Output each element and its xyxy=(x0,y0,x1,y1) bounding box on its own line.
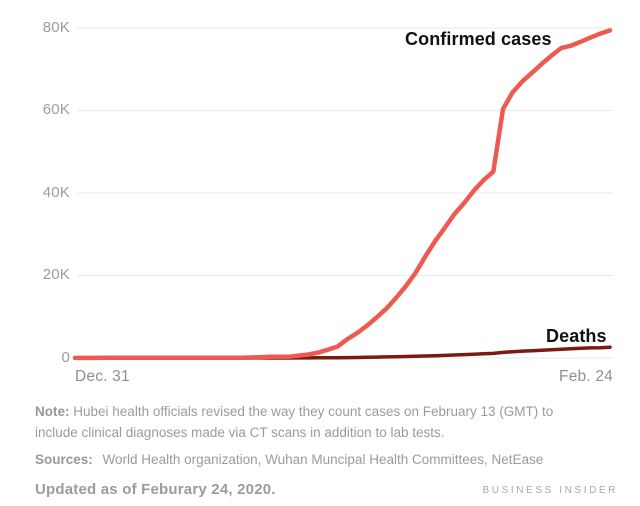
deaths-series-label: Deaths xyxy=(546,326,607,346)
x-tick-dec-31: Dec. 31 xyxy=(75,368,130,385)
x-tick-feb-24: Feb. 24 xyxy=(559,368,613,385)
note-text: Note: Hubei health officials revised the… xyxy=(35,401,583,443)
y-tick-40k: 40K xyxy=(42,184,70,201)
confirmed-cases-series-label: Confirmed cases xyxy=(405,29,552,49)
y-tick-60k: 60K xyxy=(42,101,70,118)
y-tick-0: 0 xyxy=(61,349,70,366)
updated-text: Updated as of Feburary 24, 2020. xyxy=(35,481,276,498)
business-insider-logo: BUSINESS INSIDER xyxy=(482,485,618,496)
y-tick-80k: 80K xyxy=(42,19,70,36)
note-body: Hubei health officials revised the way t… xyxy=(35,404,554,440)
sources-label: Sources: xyxy=(35,452,93,467)
y-tick-20k: 20K xyxy=(42,266,70,283)
sources-text: Sources: World Health organization, Wuha… xyxy=(35,449,615,470)
note-label: Note: xyxy=(35,404,70,419)
sources-body: World Health organization, Wuhan Muncipa… xyxy=(102,452,544,467)
line-chart-canvas xyxy=(72,27,613,361)
